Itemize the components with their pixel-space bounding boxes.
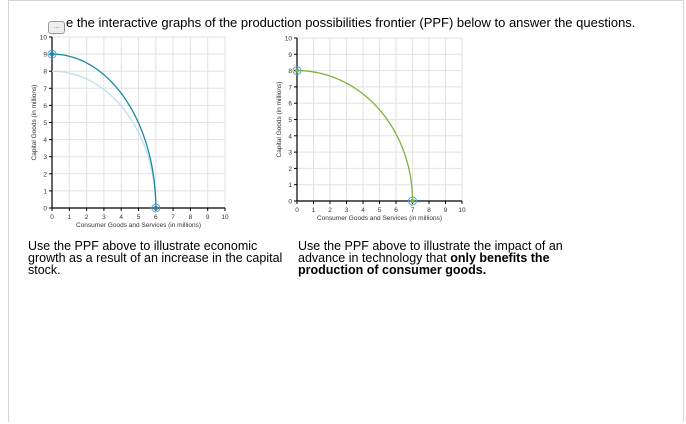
svg-text:3: 3: [288, 150, 292, 157]
svg-text:5: 5: [137, 214, 141, 221]
svg-text:10: 10: [40, 35, 48, 42]
svg-text:0: 0: [50, 214, 54, 221]
curve-handle-dot[interactable]: [410, 198, 415, 204]
svg-text:3: 3: [345, 207, 349, 214]
instructions: … e the interactive graphs of the product…: [48, 15, 635, 34]
svg-text:10: 10: [458, 207, 466, 214]
svg-text:9: 9: [288, 52, 292, 59]
svg-text:1: 1: [67, 214, 71, 221]
svg-text:1: 1: [312, 207, 316, 214]
curve-handle[interactable]: [47, 49, 57, 59]
svg-text:1: 1: [43, 188, 47, 195]
svg-text:4: 4: [288, 133, 292, 140]
chart-left[interactable]: 0 1 2 3 4 5 6 7 8 9 10 0 1 2 3 4 5 6 7 8 9 10 Consumer Goods a…: [31, 35, 229, 230]
curve-handle-dot[interactable]: [294, 68, 300, 73]
svg-text:10: 10: [285, 36, 293, 43]
svg-text:6: 6: [394, 207, 398, 214]
svg-text:8: 8: [427, 207, 431, 214]
svg-text:9: 9: [444, 207, 448, 214]
curve-handle[interactable]: [292, 66, 302, 76]
svg-text:7: 7: [43, 86, 47, 93]
svg-text:6: 6: [288, 101, 292, 108]
ppf-curve: [52, 70, 157, 208]
svg-text:5: 5: [378, 207, 382, 214]
ppf-curve: [297, 69, 414, 201]
question-2-emphasis: only benefits the production of consumer…: [298, 251, 550, 277]
svg-text:7: 7: [411, 207, 415, 214]
y-axis-label: Capital Goods (in millions): [276, 82, 283, 158]
svg-text:2: 2: [85, 214, 89, 221]
x-axis-label: Consumer Goods and Services (in millions…: [76, 222, 201, 229]
svg-text:5: 5: [288, 117, 292, 124]
svg-text:8: 8: [189, 214, 193, 221]
svg-text:0: 0: [288, 199, 292, 206]
question-1: Use the PPF above to illustrate economic…: [28, 239, 290, 277]
svg-text:7: 7: [171, 214, 175, 221]
question-2: Use the PPF above to illustrate the impa…: [298, 239, 578, 277]
svg-text:4: 4: [119, 214, 123, 221]
svg-text:2: 2: [328, 207, 332, 214]
svg-text:3: 3: [102, 214, 106, 221]
svg-text:0: 0: [43, 206, 47, 213]
svg-text:8: 8: [43, 69, 47, 76]
svg-text:2: 2: [43, 171, 47, 178]
svg-text:10: 10: [221, 214, 229, 221]
svg-text:4: 4: [361, 207, 365, 214]
chart-right[interactable]: 0 1 2 3 4 5 6 7 8 9 10 0 1 2 3 4 5 6 7 8 9 10 Consumer Goods a…: [276, 36, 466, 223]
question-2-text: Use the PPF above to illustrate the impa…: [298, 239, 563, 265]
x-axis-label: Consumer Goods and Services (in millions…: [317, 215, 442, 222]
question-1-text: Use the PPF above to illustrate economic…: [28, 239, 283, 277]
ppf-curve: [51, 53, 157, 208]
curve-handle[interactable]: [151, 203, 161, 213]
svg-text:1: 1: [288, 182, 292, 189]
svg-text:9: 9: [206, 214, 210, 221]
page-frame: [8, 0, 684, 422]
curve-handle[interactable]: [408, 196, 417, 206]
curve-handle-dot[interactable]: [49, 51, 55, 57]
svg-text:5: 5: [43, 120, 47, 127]
svg-text:6: 6: [43, 103, 47, 110]
svg-text:7: 7: [288, 84, 292, 91]
svg-text:4: 4: [43, 137, 47, 144]
svg-text:9: 9: [43, 52, 47, 59]
instructions-text: e the interactive graphs of the producti…: [66, 15, 636, 30]
svg-text:8: 8: [288, 68, 292, 75]
y-axis-label: Capital Goods (in millions): [31, 85, 38, 161]
svg-text:0: 0: [295, 207, 299, 214]
curve-handle-dot[interactable]: [153, 205, 158, 211]
svg-text:3: 3: [43, 154, 47, 161]
svg-text:2: 2: [288, 166, 292, 173]
svg-text:6: 6: [154, 214, 158, 221]
speech-bubble-icon[interactable]: …: [48, 21, 65, 34]
